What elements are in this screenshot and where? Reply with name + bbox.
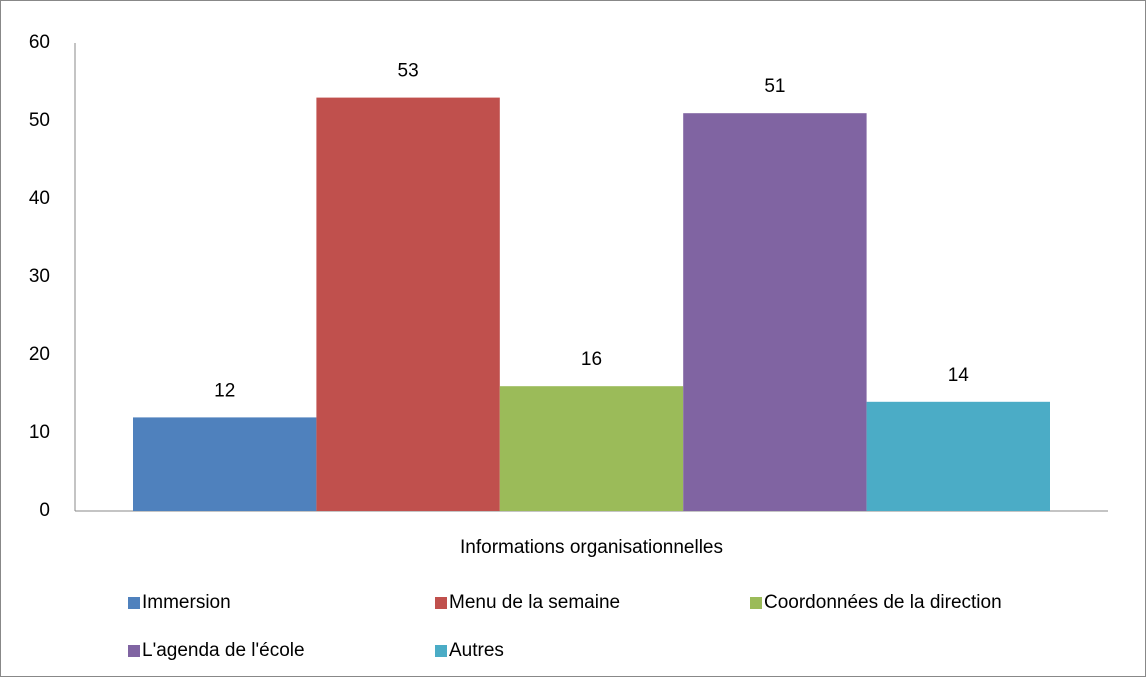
data-label: 51 (764, 76, 785, 97)
bar (683, 113, 867, 511)
legend-swatch (435, 645, 447, 657)
y-tick-label: 10 (29, 422, 50, 443)
data-label: 12 (214, 380, 235, 401)
data-label: 53 (398, 61, 419, 82)
legend-swatch (128, 645, 140, 657)
y-tick-label: 60 (29, 32, 50, 53)
data-label: 16 (581, 349, 602, 370)
data-label: 14 (948, 365, 970, 386)
y-tick-label: 30 (29, 266, 50, 287)
legend-swatch (435, 597, 447, 609)
legend-swatch (128, 597, 140, 609)
legend-label: Coordonnées de la direction (764, 592, 1002, 613)
bar (133, 417, 317, 511)
legend-label: Immersion (142, 592, 231, 613)
legend-swatch (750, 597, 762, 609)
legend-label: L'agenda de l'école (142, 640, 305, 661)
y-tick-label: 20 (29, 344, 50, 365)
bar (866, 401, 1050, 511)
y-tick-label: 50 (29, 110, 50, 131)
legend-label: Menu de la semaine (449, 592, 620, 613)
bar (499, 386, 684, 511)
y-tick-label: 40 (29, 188, 50, 209)
x-tick-label: Informations organisationnelles (460, 537, 723, 558)
bar (316, 97, 500, 511)
legend-label: Autres (449, 640, 504, 661)
y-tick-label: 0 (39, 500, 50, 521)
